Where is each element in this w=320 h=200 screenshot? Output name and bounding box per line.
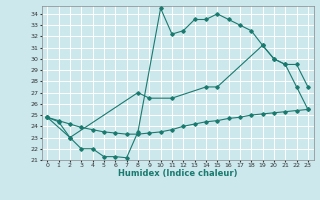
X-axis label: Humidex (Indice chaleur): Humidex (Indice chaleur) [118, 169, 237, 178]
